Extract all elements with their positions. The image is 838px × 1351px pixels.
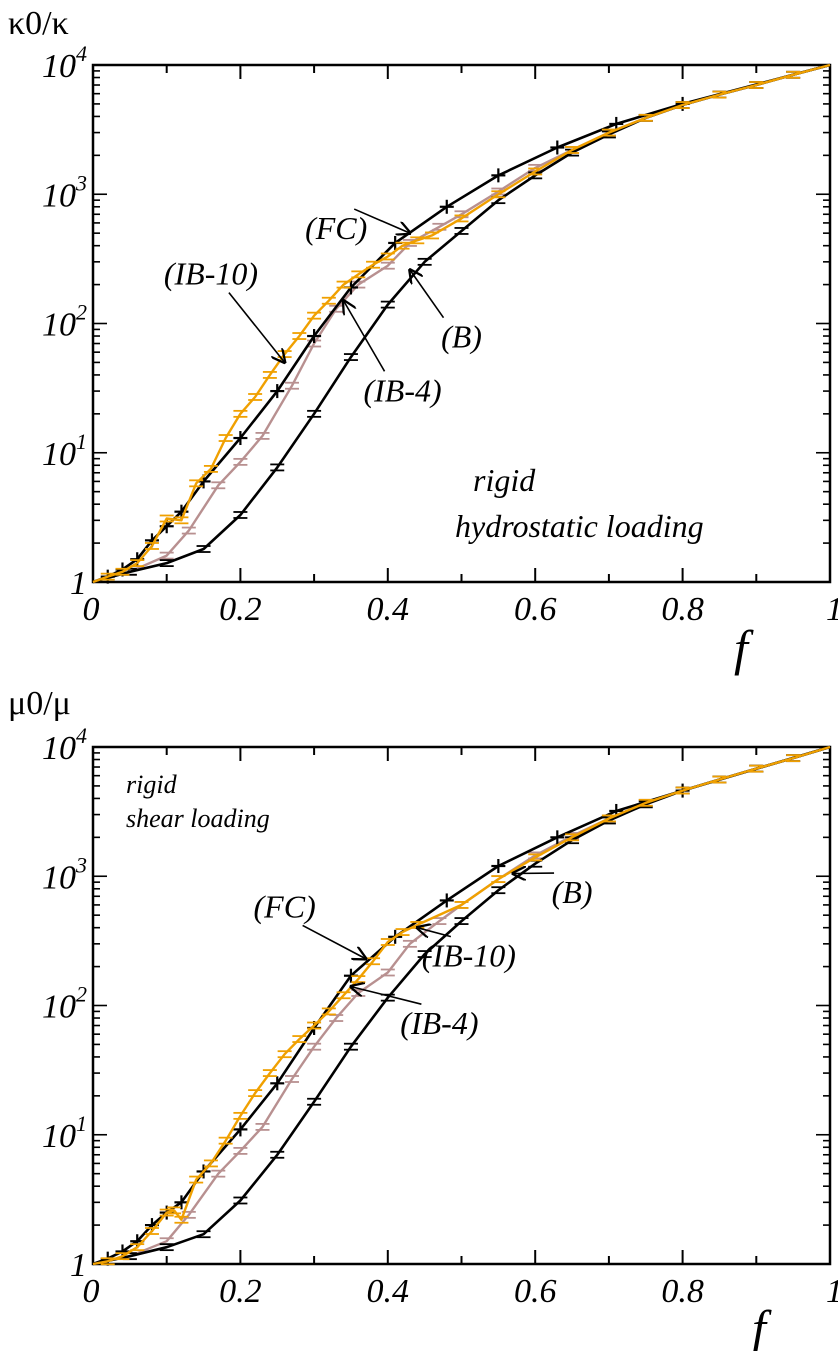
y-axis-title-text: κ0/κ — [8, 5, 69, 42]
series-label: (IB-4) — [400, 1005, 478, 1041]
series-group — [92, 63, 831, 584]
x-axis-title: f — [752, 1300, 772, 1351]
y-tick-label-base: 10 — [42, 859, 76, 896]
y-tick-label-base: 10 — [42, 730, 76, 767]
y-tick-label-base: 10 — [42, 307, 76, 344]
series-label: (B) — [441, 319, 482, 355]
x-tick-label: 0.2 — [219, 1273, 262, 1310]
y-axis-title-text: μ0/μ — [8, 685, 71, 722]
y-tick-label: 101 — [42, 1111, 87, 1155]
y-tick-label-base: 1 — [70, 565, 87, 602]
y-tick-label-exponent: 4 — [76, 41, 87, 66]
y-tick-label: 104 — [42, 723, 87, 767]
y-axis-title: μ0/μ — [8, 685, 71, 722]
x-tick-label: 0.4 — [367, 1273, 410, 1310]
series-label: (IB-4) — [363, 372, 441, 408]
label-arrow — [353, 208, 410, 233]
y-tick-label: 104 — [42, 41, 87, 85]
x-tick-label: 0.2 — [219, 591, 262, 628]
annotation-line-1: rigid — [126, 770, 178, 799]
label-arrow — [351, 987, 422, 1005]
y-tick-label: 1 — [70, 1247, 87, 1284]
y-tick-label: 1 — [70, 565, 87, 602]
x-tick-label: 1 — [826, 591, 838, 628]
series-group — [92, 745, 831, 1266]
x-tick-label: 0.6 — [514, 591, 557, 628]
y-tick-label-exponent: 2 — [76, 982, 87, 1007]
y-tick-label-exponent: 1 — [76, 1111, 87, 1136]
y-tick-label-base: 10 — [42, 436, 76, 473]
series-label: (FC) — [254, 888, 316, 924]
y-tick-label: 102 — [42, 300, 87, 344]
y-tick-label-base: 1 — [70, 1247, 87, 1284]
y-tick-label-exponent: 2 — [76, 300, 87, 325]
x-tick-label: 0.8 — [661, 1273, 704, 1310]
series-labels: (FC) (IB-10) (B)(IB-4) — [164, 208, 482, 408]
y-tick-label: 102 — [42, 982, 87, 1026]
y-tick-label-exponent: 4 — [76, 723, 87, 748]
annotation-line-1: rigid — [473, 462, 536, 498]
x-tick-label: 0 — [83, 1273, 100, 1310]
label-arrow — [410, 270, 445, 319]
label-arrow — [302, 924, 366, 958]
x-axis-title: f — [734, 620, 754, 676]
x-axis: 0 0.2 0.4 0.6 0.8 1 — [83, 747, 838, 1310]
x-tick-label: 0.8 — [661, 591, 704, 628]
series-label: (FC) — [305, 210, 367, 246]
series-label: (IB-10) — [422, 938, 516, 974]
y-tick-label: 101 — [42, 429, 87, 473]
x-tick-label: 1 — [826, 1273, 838, 1310]
label-arrow — [417, 928, 452, 937]
series-line — [92, 745, 831, 1266]
label-arrow — [344, 301, 386, 372]
y-tick-label: 103 — [42, 170, 87, 214]
y-axis-title: κ0/κ — [8, 5, 69, 42]
x-tick-label: 0 — [83, 591, 100, 628]
series-line — [92, 63, 831, 584]
y-tick-label: 103 — [42, 852, 87, 896]
y-tick-label-base: 10 — [42, 177, 76, 214]
x-tick-label: 0.4 — [367, 591, 410, 628]
label-arrow — [228, 292, 285, 363]
y-tick-label-exponent: 1 — [76, 429, 87, 454]
series-label: (IB-10) — [164, 256, 258, 292]
annotation-line-2: hydrostatic loading — [455, 508, 704, 544]
y-tick-label-base: 10 — [42, 989, 76, 1026]
y-tick-label-exponent: 3 — [75, 170, 87, 195]
y-tick-label-exponent: 3 — [75, 852, 87, 877]
series-ib-10 — [92, 63, 831, 584]
annotation-line-2: shear loading — [126, 804, 270, 833]
y-tick-label-base: 10 — [42, 48, 76, 85]
y-tick-label-base: 10 — [42, 1118, 76, 1155]
series-labels: (FC) (B) (IB-10) (IB-4) — [254, 873, 593, 1041]
x-axis: 0 0.2 0.4 0.6 0.8 1 — [83, 65, 838, 628]
series-label: (B) — [552, 874, 593, 910]
x-tick-label: 0.6 — [514, 1273, 557, 1310]
